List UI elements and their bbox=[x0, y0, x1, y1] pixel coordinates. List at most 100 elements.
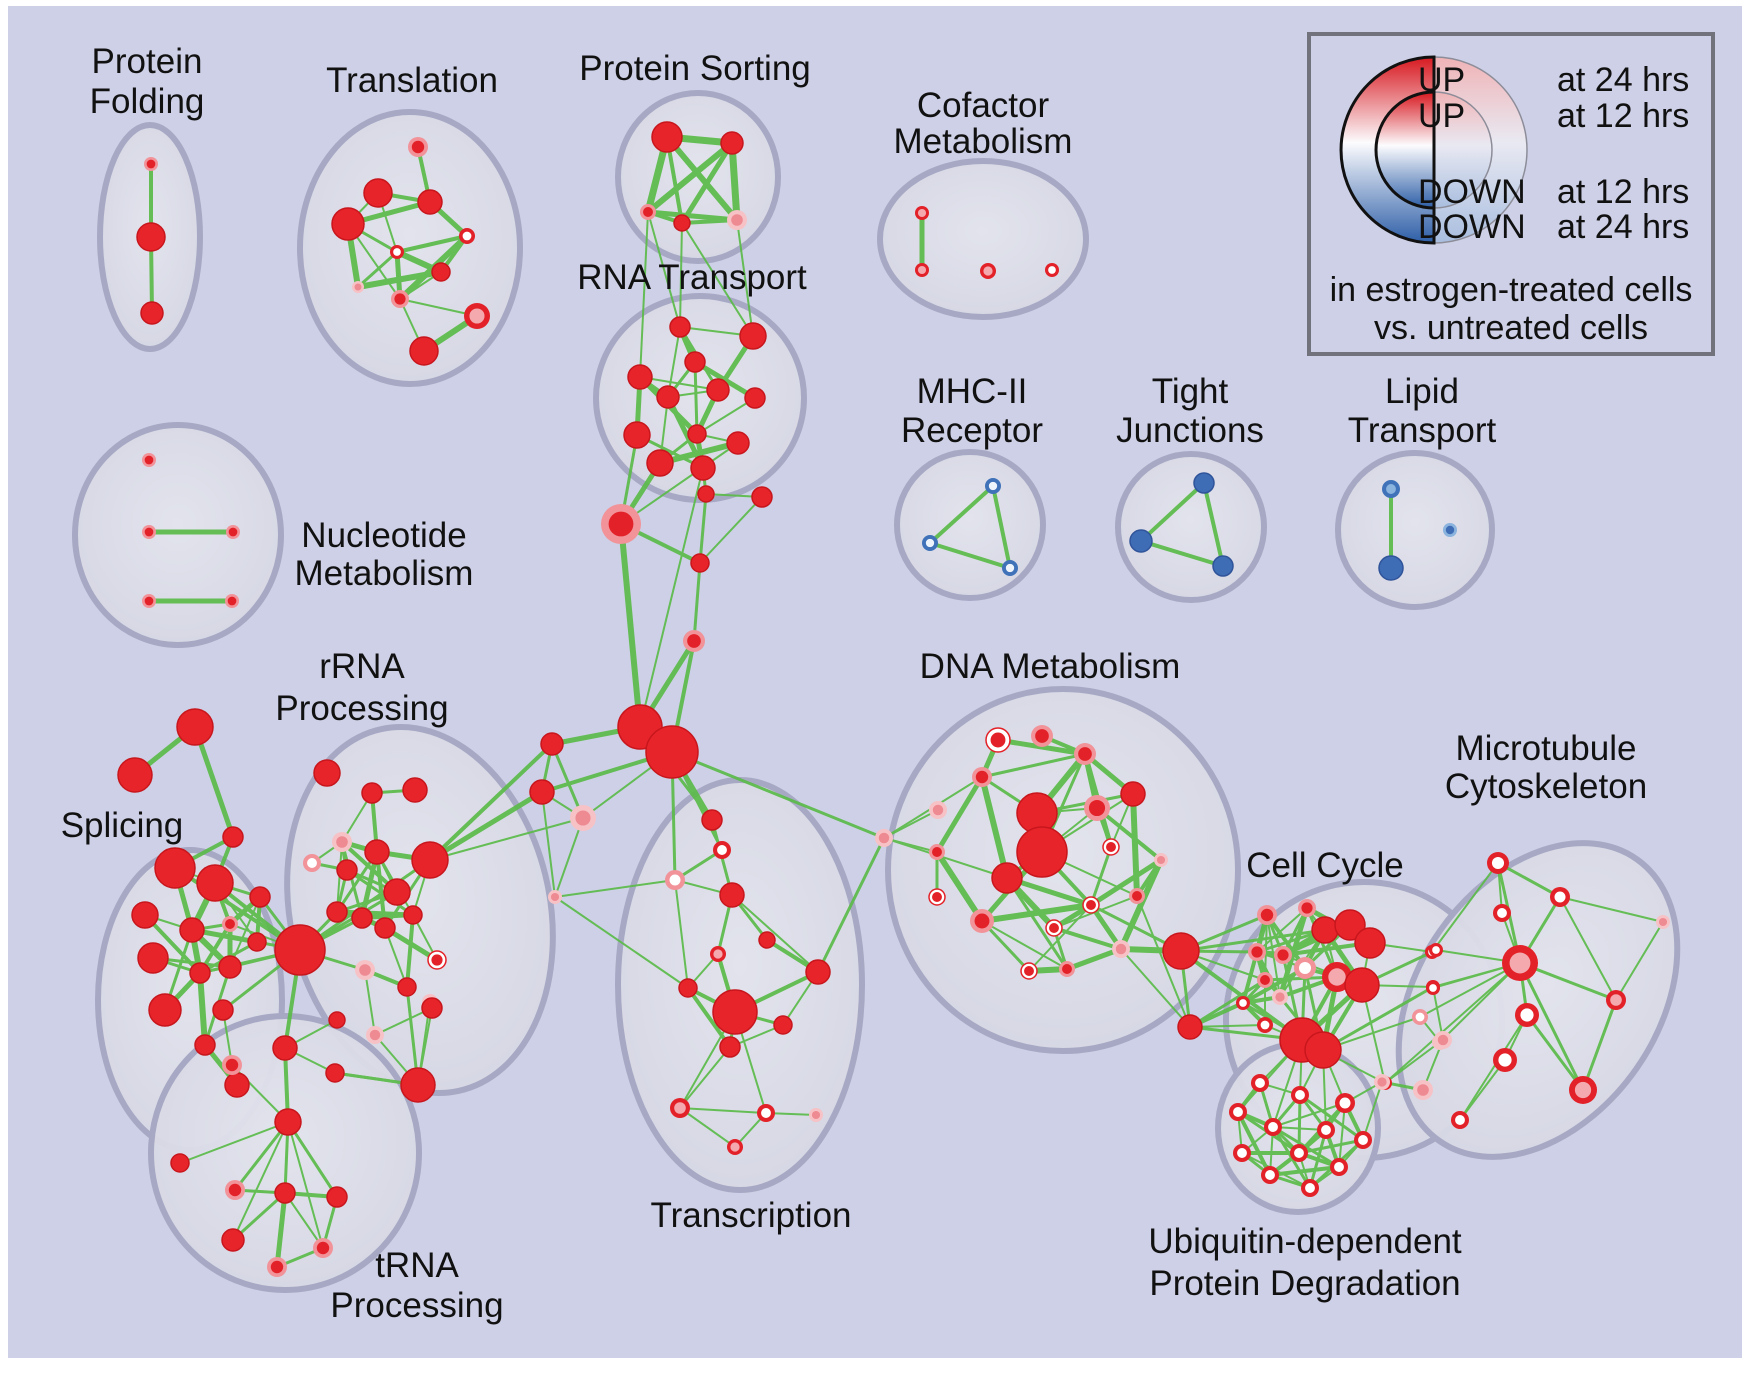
cluster-trna-processing bbox=[148, 1013, 422, 1293]
network-edge bbox=[1419, 962, 1521, 1018]
cluster-label-splicing: Splicing bbox=[61, 806, 184, 845]
network-node bbox=[137, 942, 169, 974]
network-node bbox=[701, 809, 723, 831]
node-inner bbox=[811, 1110, 821, 1120]
network-edge bbox=[679, 140, 735, 226]
network-node bbox=[313, 759, 341, 787]
node-inner bbox=[608, 511, 634, 537]
network-node bbox=[1162, 932, 1200, 970]
network-node bbox=[403, 905, 423, 925]
node-outer bbox=[363, 178, 393, 208]
network-edge bbox=[728, 139, 741, 224]
network-node bbox=[361, 782, 383, 804]
node-outer bbox=[194, 1034, 216, 1056]
network-node bbox=[719, 882, 745, 908]
network-node bbox=[1102, 838, 1120, 856]
node-inner bbox=[1305, 1183, 1315, 1193]
node-outer bbox=[690, 553, 710, 573]
legend-time-label: at 12 hrs bbox=[1557, 97, 1689, 135]
node-inner bbox=[1088, 799, 1106, 817]
node-inner bbox=[731, 214, 743, 226]
node-outer bbox=[222, 826, 244, 848]
cluster-label-ubiquitin-dependent-protein-degradation: Protein Degradation bbox=[1149, 1264, 1460, 1303]
network-node bbox=[355, 960, 375, 980]
node-outer bbox=[726, 431, 750, 455]
network-edge bbox=[1139, 539, 1225, 568]
network-node bbox=[331, 207, 365, 241]
network-node bbox=[303, 854, 321, 872]
node-outer bbox=[409, 336, 439, 366]
network-edge bbox=[1384, 962, 1521, 1084]
network-node bbox=[972, 767, 992, 787]
network-node bbox=[1264, 1118, 1282, 1136]
cluster-nucleotide-metabolism bbox=[72, 422, 284, 648]
cluster-label-cofactor-metabolism: Cofactor bbox=[917, 86, 1050, 125]
node-outer bbox=[364, 839, 390, 865]
network-edge bbox=[197, 970, 208, 1048]
node-outer bbox=[651, 121, 683, 153]
node-inner bbox=[761, 1108, 771, 1118]
network-node bbox=[1002, 560, 1018, 576]
network-node bbox=[548, 890, 562, 904]
node-outer bbox=[684, 351, 706, 373]
network-edge bbox=[1089, 845, 1113, 907]
node-inner bbox=[359, 964, 371, 976]
network-node bbox=[773, 1015, 793, 1035]
network-node bbox=[1193, 472, 1215, 494]
network-node bbox=[1487, 852, 1509, 874]
node-outer bbox=[383, 878, 411, 906]
cluster-label-cofactor-metabolism: Metabolism bbox=[894, 122, 1073, 161]
network-node bbox=[684, 351, 706, 373]
network-edge bbox=[1496, 861, 1562, 899]
cluster-label-cell-cycle: Cell Cycle bbox=[1246, 846, 1404, 885]
network-edge bbox=[736, 219, 754, 337]
network-node bbox=[712, 989, 758, 1035]
network-node bbox=[656, 385, 680, 409]
network-node bbox=[225, 594, 239, 608]
network-edge bbox=[554, 879, 676, 898]
node-inner bbox=[354, 283, 362, 291]
network-edge bbox=[980, 752, 1087, 779]
node-inner bbox=[878, 832, 890, 844]
node-inner bbox=[917, 265, 927, 275]
network-node bbox=[1084, 795, 1110, 821]
node-outer bbox=[540, 732, 564, 756]
node-outer bbox=[325, 1063, 345, 1083]
network-node bbox=[601, 504, 641, 544]
network-edge bbox=[405, 913, 415, 989]
node-outer bbox=[701, 809, 723, 831]
network-edge bbox=[428, 742, 554, 862]
network-node bbox=[179, 917, 205, 943]
network-node bbox=[690, 455, 716, 481]
network-edge bbox=[1095, 806, 1163, 862]
node-inner bbox=[1610, 994, 1622, 1006]
network-node bbox=[352, 281, 364, 293]
node-outer bbox=[758, 931, 776, 949]
network-edge bbox=[674, 879, 689, 989]
node-outer bbox=[627, 364, 653, 390]
node-outer bbox=[351, 907, 373, 929]
network-node bbox=[627, 364, 653, 390]
network-edge bbox=[679, 222, 683, 328]
node-outer bbox=[773, 1015, 793, 1035]
network-node bbox=[970, 909, 994, 933]
network-node bbox=[1378, 555, 1404, 581]
node-inner bbox=[1386, 484, 1396, 494]
network-edge bbox=[1559, 896, 1664, 923]
node-outer bbox=[678, 978, 698, 998]
cluster-tight-junctions bbox=[1115, 451, 1267, 603]
legend-direction-label: DOWN bbox=[1418, 208, 1526, 246]
node-outer bbox=[221, 1228, 245, 1252]
node-outer bbox=[431, 262, 451, 282]
network-node bbox=[651, 121, 683, 153]
network-node bbox=[1294, 957, 1316, 979]
node-outer bbox=[274, 1108, 302, 1136]
network-edge bbox=[928, 484, 995, 545]
network-node bbox=[690, 553, 710, 573]
node-inner bbox=[1520, 1008, 1534, 1022]
network-edge bbox=[355, 269, 444, 290]
cluster-label-dna-metabolism: DNA Metabolism bbox=[920, 647, 1181, 686]
node-inner bbox=[550, 892, 560, 902]
node-inner bbox=[225, 1058, 239, 1072]
legend-bullseye-inner-saturated bbox=[1374, 90, 1436, 210]
